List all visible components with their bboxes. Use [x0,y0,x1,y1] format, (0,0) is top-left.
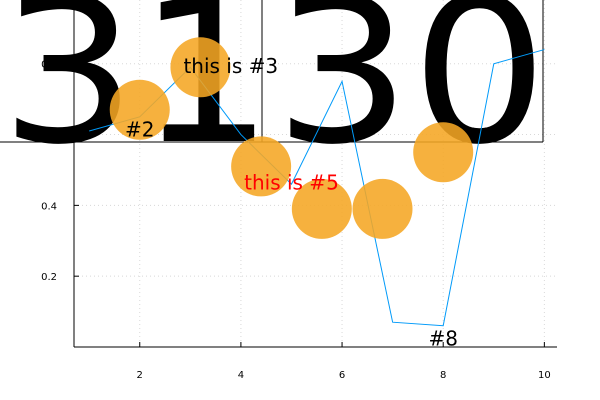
axes [73,0,557,348]
x-tick-label-0: 2 [137,370,143,381]
x-tick-label-2: 6 [339,370,345,381]
marker-point-5 [413,122,474,183]
annotation-0: #2 [125,118,154,142]
x-tick-label-4: 10 [538,370,551,381]
x-tick-label-3: 8 [440,370,446,381]
marker-point-0 [109,79,170,140]
x-tick-label-1: 4 [238,370,244,381]
tick-labels: 2 4 6 8 10 0.2 0.4 0.6 0.8 [41,60,551,381]
marker-layer [109,37,474,239]
y-tick-label-2: 0.6 [41,131,57,142]
annotation-3: #8 [428,326,457,350]
marker-point-3 [291,178,352,239]
annotation-layer: #2 this is #3 this is #5 #8 [125,54,458,351]
marker-point-1 [170,37,231,98]
y-tick-label-3: 0.8 [41,60,57,71]
annotation-1: this is #3 [183,54,278,78]
y-tick-label-1: 0.4 [41,201,57,212]
series-layer [89,49,545,327]
series-line-0 [89,49,545,327]
marker-point-4 [352,178,413,239]
annotation-2: this is #5 [244,171,339,195]
marker-point-2 [231,136,292,197]
y-tick-label-0: 0.2 [41,272,57,283]
